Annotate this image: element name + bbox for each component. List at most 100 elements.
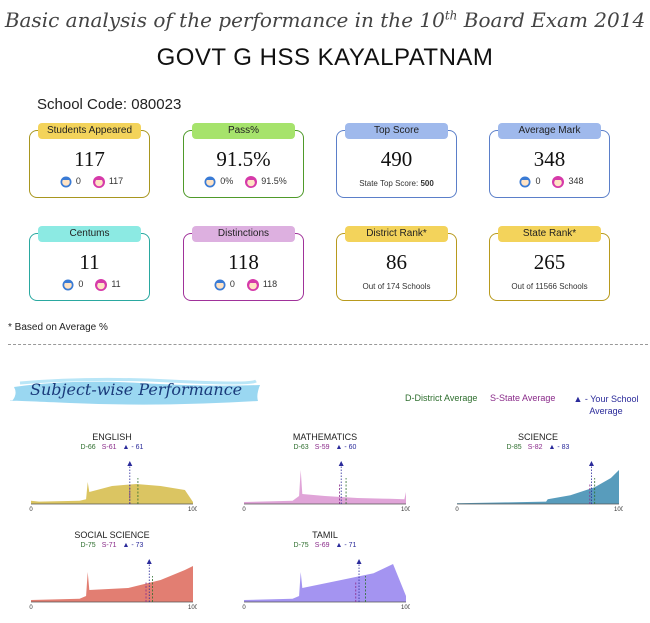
card-value: 265 (533, 250, 566, 274)
girls-average: 348 (568, 176, 584, 186)
card-value: 86 (386, 250, 407, 274)
boys-centums: 0 (78, 279, 84, 289)
subject-stats: D-75 S-71 ▲ - 73 (80, 542, 144, 549)
boys-pass: 0% (220, 176, 234, 186)
axis-max-label: 100 (401, 507, 410, 513)
subject-chart-science: SCIENCE D-85 S-82 ▲ - 83 0 100 (453, 432, 623, 522)
boy-icon (214, 279, 226, 291)
subject-name: SCIENCE (517, 432, 558, 442)
score-distribution-chart: 0 100 (242, 461, 410, 513)
girls-count: 117 (108, 176, 124, 186)
gender-split: 0% 91.5% (184, 174, 303, 188)
brush-banner (10, 377, 260, 405)
gender-split: 0 117 (30, 174, 149, 188)
card-label: State Rank* (498, 226, 601, 242)
state-rank-out-of: Out of 11566 Schools (511, 282, 588, 291)
school-average-triangle (127, 461, 133, 466)
gender-split: 0 11 (30, 277, 149, 291)
card-label: District Rank* (345, 226, 448, 242)
boy-icon (204, 176, 216, 188)
axis-max-label: 100 (614, 507, 623, 513)
subject-name: ENGLISH (92, 432, 132, 442)
school-average-triangle (356, 559, 362, 564)
card-value: 348 (533, 147, 566, 171)
girls-centums: 11 (111, 279, 121, 289)
card-average-mark: Average Mark 348 0 348 (489, 123, 610, 198)
subject-stats: D-63 S-59 ▲ - 60 (293, 444, 357, 451)
axis-min-label: 0 (29, 605, 33, 611)
score-distribution-chart: 0 100 (29, 461, 197, 513)
boy-icon (60, 176, 72, 188)
card-distinctions: Distinctions 118 0 118 (183, 226, 304, 301)
school-average-triangle (146, 559, 152, 564)
footnote: * Based on Average % (8, 322, 108, 333)
school-average-triangle (588, 461, 594, 466)
score-distribution-chart: 0 100 (29, 559, 197, 611)
legend-state: S-State Average (490, 393, 556, 403)
girls-distinctions: 118 (262, 279, 278, 289)
card-district-rank: District Rank* 86 Out of 174 Schools (336, 226, 457, 301)
girl-icon (246, 279, 259, 291)
subject-stats: D-75 S-69 ▲ - 71 (293, 542, 357, 549)
girls-pass: 91.5% (261, 176, 287, 186)
girl-icon (245, 176, 258, 188)
card-value: 118 (228, 250, 259, 274)
legend-school: ▲ - Your School Average (573, 394, 639, 416)
subject-chart-english: ENGLISH D-66 S-61 ▲ - 61 0 100 (27, 432, 197, 522)
card-value: 11 (79, 250, 100, 274)
subject-chart-social-science: SOCIAL SCIENCE D-75 S-71 ▲ - 73 0 100 (27, 530, 197, 620)
subject-name: SOCIAL SCIENCE (74, 530, 150, 540)
distribution-area (244, 470, 406, 504)
card-value: 117 (74, 147, 105, 171)
card-label: Average Mark (498, 123, 601, 139)
gender-split: 0 118 (184, 277, 303, 291)
axis-max-label: 100 (401, 605, 410, 611)
subject-section-title: Subject-wise Performance (30, 380, 243, 399)
card-label: Distinctions (192, 226, 295, 242)
score-distribution-chart: 0 100 (242, 559, 410, 611)
subject-stats: D-66 S-61 ▲ - 61 (80, 444, 144, 451)
card-label: Centums (38, 226, 141, 242)
gender-split: 0 348 (490, 174, 609, 188)
subject-name: TAMIL (312, 530, 338, 540)
card-top-score: Top Score 490 State Top Score: 500 (336, 123, 457, 198)
subject-stats: D-85 S-82 ▲ - 83 (506, 444, 570, 451)
state-top-score: State Top Score: 500 (359, 179, 434, 188)
school-average-triangle (338, 461, 344, 466)
report-title: Basic analysis of the performance in the… (4, 8, 646, 32)
boy-icon (519, 176, 531, 188)
distribution-area (31, 566, 193, 602)
boy-icon (62, 279, 74, 291)
distribution-area (244, 564, 406, 602)
card-label: Top Score (345, 123, 448, 139)
distribution-area (457, 470, 619, 504)
card-centums: Centums 11 0 11 (29, 226, 150, 301)
boys-distinctions: 0 (229, 279, 235, 289)
boys-count: 0 (75, 176, 81, 186)
card-state-rank: State Rank* 265 Out of 11566 Schools (489, 226, 610, 301)
card-value: 490 (380, 147, 413, 171)
girl-icon (552, 176, 565, 188)
legend-district: D-District Average (405, 393, 478, 403)
school-name: GOVT G HSS KAYALPATNAM (156, 44, 494, 71)
axis-max-label: 100 (188, 507, 197, 513)
card-label: Students Appeared (38, 123, 141, 139)
girl-icon (92, 176, 105, 188)
subject-chart-mathematics: MATHEMATICS D-63 S-59 ▲ - 60 0 100 (240, 432, 410, 522)
card-pass-percent: Pass% 91.5% 0% 91.5% (183, 123, 304, 198)
subject-chart-tamil: TAMIL D-75 S-69 ▲ - 71 0 100 (240, 530, 410, 620)
axis-min-label: 0 (455, 507, 459, 513)
girl-icon (95, 279, 108, 291)
axis-min-label: 0 (29, 507, 33, 513)
card-label: Pass% (192, 123, 295, 139)
axis-min-label: 0 (242, 605, 246, 611)
card-value: 91.5% (216, 147, 271, 171)
axis-max-label: 100 (188, 605, 197, 611)
boys-average: 0 (535, 176, 541, 186)
distribution-area (31, 482, 193, 504)
section-divider (8, 344, 648, 345)
card-students-appeared: Students Appeared 117 0 117 (29, 123, 150, 198)
subject-name: MATHEMATICS (292, 432, 358, 442)
district-rank-out-of: Out of 174 Schools (362, 282, 431, 291)
score-distribution-chart: 0 100 (455, 461, 623, 513)
